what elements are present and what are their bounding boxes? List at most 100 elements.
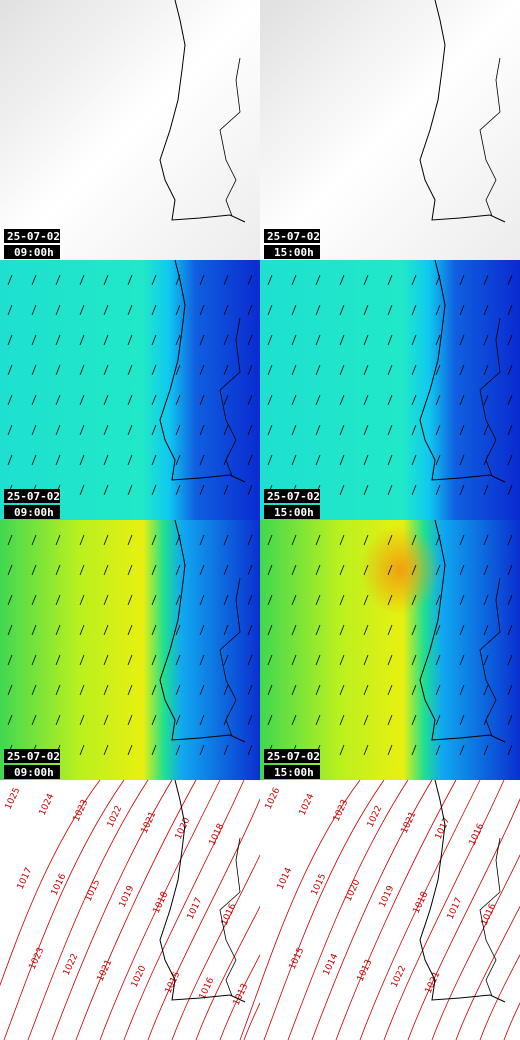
wind-arrow xyxy=(79,274,85,286)
wind-arrow xyxy=(247,744,253,756)
wind-arrow xyxy=(483,654,489,666)
wind-arrow xyxy=(291,624,297,636)
wind-arrow xyxy=(315,534,321,546)
wind-arrow xyxy=(363,304,369,316)
wind-arrow xyxy=(127,654,133,666)
time-box xyxy=(4,765,60,779)
wind-arrow xyxy=(507,304,513,316)
wind-arrow xyxy=(31,274,37,286)
wind-arrow xyxy=(387,594,393,606)
date-label: 25-07-02 xyxy=(7,230,60,243)
wind-arrow xyxy=(315,454,321,466)
wind-arrow xyxy=(459,304,465,316)
wind-arrow xyxy=(435,304,441,316)
wind-arrow xyxy=(483,364,489,376)
wind-arrow xyxy=(435,364,441,376)
wind-arrow xyxy=(363,594,369,606)
coastline xyxy=(159,0,246,223)
wind-arrow xyxy=(7,424,13,436)
panel-bg xyxy=(0,780,260,1040)
wind-arrow xyxy=(483,684,489,696)
isobar xyxy=(335,779,457,1040)
wind-arrow xyxy=(79,744,85,756)
wind-arrow xyxy=(459,424,465,436)
wind-arrow xyxy=(7,714,13,726)
wind-arrow xyxy=(387,364,393,376)
wind-arrow xyxy=(79,654,85,666)
wind-arrow xyxy=(127,714,133,726)
wind-arrow xyxy=(339,364,345,376)
wind-arrow xyxy=(79,534,85,546)
isobar xyxy=(123,779,245,1040)
wind-arrow xyxy=(315,624,321,636)
wind-arrow xyxy=(55,364,61,376)
wind-arrow xyxy=(339,624,345,636)
wind-arrow xyxy=(7,334,13,346)
wind-arrow xyxy=(223,534,229,546)
wind-arrow xyxy=(31,334,37,346)
wind-arrow xyxy=(7,594,13,606)
wind-arrow xyxy=(267,394,273,406)
wind-arrow xyxy=(79,304,85,316)
wind-arrow xyxy=(7,684,13,696)
coastline xyxy=(419,0,506,223)
wind-arrow xyxy=(247,714,253,726)
wind-arrow xyxy=(267,424,273,436)
isobar xyxy=(75,779,197,1040)
wind-arrow xyxy=(103,534,109,546)
wind-arrow xyxy=(435,394,441,406)
wind-arrow xyxy=(507,564,513,576)
wind-arrow xyxy=(267,274,273,286)
wind-arrow xyxy=(103,394,109,406)
wind-arrow xyxy=(507,654,513,666)
wind-arrow xyxy=(435,684,441,696)
wind-arrow xyxy=(435,744,441,756)
isobar xyxy=(383,779,505,1040)
isobar xyxy=(287,779,409,1040)
wind-arrow xyxy=(435,714,441,726)
coastline xyxy=(419,519,506,743)
time-box xyxy=(264,245,320,259)
wind-arrow xyxy=(55,624,61,636)
wind-arrow xyxy=(459,274,465,286)
wind-arrow xyxy=(103,714,109,726)
wind-arrow xyxy=(55,334,61,346)
wind-arrow xyxy=(7,394,13,406)
time-box xyxy=(264,505,320,519)
wind-arrow xyxy=(55,534,61,546)
panel-bg xyxy=(0,260,260,520)
time-box xyxy=(4,505,60,519)
wind-arrow xyxy=(247,684,253,696)
wind-arrow xyxy=(103,484,109,496)
wind-arrow xyxy=(199,534,205,546)
wind-arrow xyxy=(103,304,109,316)
coastline xyxy=(159,519,246,743)
wind-arrow xyxy=(315,564,321,576)
wind-arrow xyxy=(507,274,513,286)
wind-arrow xyxy=(363,274,369,286)
border xyxy=(479,837,501,997)
wind-arrow xyxy=(387,624,393,636)
wind-arrow xyxy=(151,564,157,576)
wind-arrow xyxy=(387,454,393,466)
wind-arrow xyxy=(411,304,417,316)
map-panel: 25-07-02 15:00h xyxy=(260,519,520,780)
wind-arrow xyxy=(315,654,321,666)
wind-arrow xyxy=(127,624,133,636)
wind-arrow xyxy=(247,454,253,466)
time-box xyxy=(264,765,320,779)
wind-arrow xyxy=(223,594,229,606)
date-label: 25-07-02 xyxy=(267,750,320,763)
wind-arrow xyxy=(127,564,133,576)
wind-arrow xyxy=(339,564,345,576)
wind-arrow xyxy=(55,274,61,286)
wind-arrow xyxy=(507,364,513,376)
map-panel: 25-07-02 09:00h xyxy=(0,0,260,260)
wind-arrow xyxy=(267,654,273,666)
wind-arrow xyxy=(223,274,229,286)
wind-arrow xyxy=(199,364,205,376)
border xyxy=(219,57,241,217)
wind-arrow xyxy=(55,304,61,316)
